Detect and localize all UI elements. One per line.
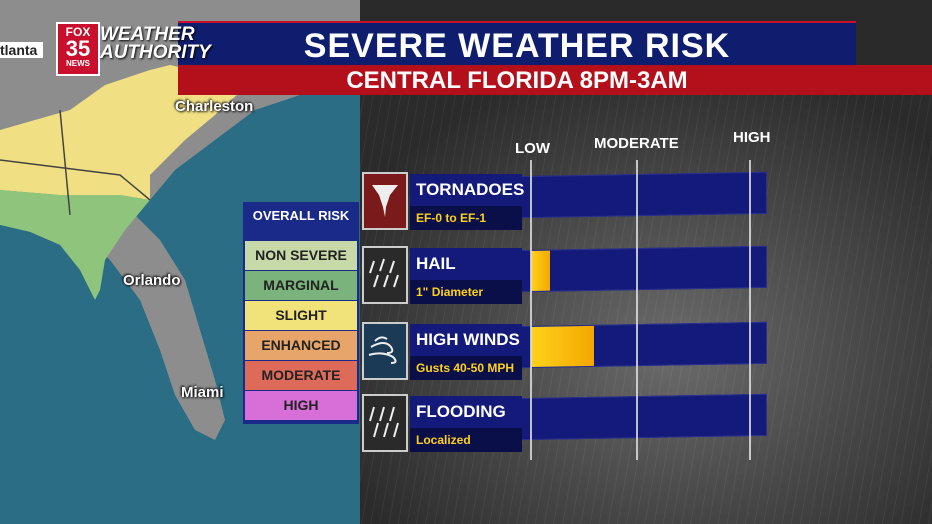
title-bar: SEVERE WEATHER RISK	[178, 21, 856, 67]
fox35-weather-logo: FOX 35 NEWS WEATHER AUTHORITY	[54, 20, 214, 76]
threat-name: HAIL	[410, 248, 522, 280]
threat-detail: 1" Diameter	[410, 280, 522, 304]
threat-bar-track	[520, 393, 767, 441]
page-title: SEVERE WEATHER RISK	[303, 27, 731, 65]
threat-level-fill	[531, 325, 594, 367]
threat-row: HAIL 1" Diameter	[362, 246, 522, 308]
threat-detail: Localized	[410, 428, 522, 452]
page-subtitle: CENTRAL FLORIDA 8PM-3AM	[346, 67, 688, 94]
threat-level-fill	[531, 250, 550, 291]
rain-background	[355, 92, 932, 524]
threat-name: TORNADOES	[410, 174, 524, 206]
city-label-atlanta: tlanta	[0, 42, 44, 58]
city-label-orlando: Orlando	[123, 272, 181, 289]
legend-title: OVERALL RISK	[252, 208, 350, 223]
threat-bar-track	[520, 245, 767, 293]
southeast-map	[0, 0, 360, 440]
threat-bar-track	[520, 321, 767, 369]
tornado-icon	[362, 172, 408, 230]
rain-icon	[362, 394, 408, 452]
threat-name: HIGH WINDS	[410, 324, 522, 356]
gridline-low	[530, 160, 532, 460]
scale-low-label: LOW	[515, 140, 550, 157]
threat-detail: Gusts 40-50 MPH	[410, 356, 522, 380]
hail-icon	[362, 246, 408, 304]
threat-row: FLOODING Localized	[362, 394, 522, 456]
legend-item: MODERATE	[245, 361, 357, 390]
subtitle-bar: CENTRAL FLORIDA 8PM-3AM	[178, 65, 932, 95]
gridline-high	[749, 160, 751, 460]
city-label-miami: Miami	[181, 384, 224, 401]
scale-high-label: HIGH	[733, 129, 771, 146]
city-label-charleston: Charleston	[175, 98, 254, 115]
threat-row: HIGH WINDS Gusts 40-50 MPH	[362, 322, 522, 384]
threat-name: FLOODING	[410, 396, 522, 428]
legend-item: NON SEVERE	[245, 241, 357, 270]
legend-item: HIGH	[245, 391, 357, 420]
threat-row: TORNADOES EF-0 to EF-1	[362, 172, 524, 234]
scale-moderate-label: MODERATE	[594, 135, 679, 152]
weather-authority-wordmark: WEATHER AUTHORITY	[100, 24, 211, 63]
threat-detail: EF-0 to EF-1	[410, 206, 522, 230]
gridline-moderate	[636, 160, 638, 460]
threat-bar-track	[520, 171, 767, 219]
legend-item: SLIGHT	[245, 301, 357, 330]
legend-item: ENHANCED	[245, 331, 357, 360]
wind-icon	[362, 322, 408, 380]
risk-legend: OVERALL RISK NON SEVERE MARGINAL SLIGHT ENH…	[243, 202, 359, 424]
legend-item: MARGINAL	[245, 271, 357, 300]
fox-logo-badge: FOX 35 NEWS	[56, 22, 100, 76]
